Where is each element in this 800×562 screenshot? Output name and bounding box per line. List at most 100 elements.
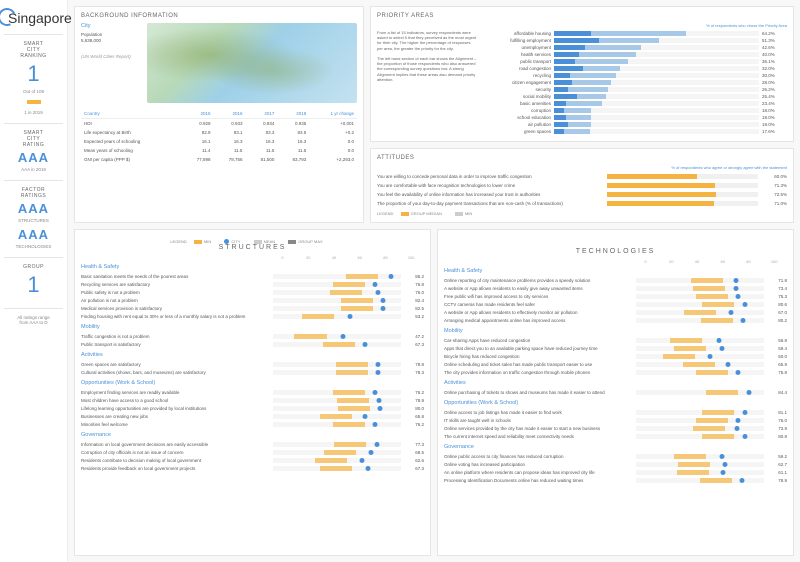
structures-scale: 020406080100 <box>81 255 424 260</box>
attitude-row: You are willing to concede personal data… <box>377 172 787 181</box>
metric-row: Online access to job listings has made i… <box>444 408 787 416</box>
metric-row: Medical services provision is satisfacto… <box>81 304 424 312</box>
priority-row: fulfilling employment 51.3% <box>483 37 787 44</box>
structures-value: AAA <box>4 201 63 216</box>
metric-row: An online platform where residents can p… <box>444 468 787 476</box>
priority-row: health services 40.0% <box>483 51 787 58</box>
attitudes-card: ATTITUDES % of respondents who agree or … <box>370 148 794 223</box>
technologies-body: Health & Safety Online reporting of city … <box>444 268 787 484</box>
category-title: Mobility <box>444 328 787 334</box>
priority-row: green spaces 17.6% <box>483 128 787 135</box>
metric-row: Most children have access to a good scho… <box>81 396 424 404</box>
metric-row: The current internet speed and reliabili… <box>444 432 787 440</box>
metric-row: Public transport is satisfactory 67.3 <box>81 340 424 348</box>
bg-source: (UN World Cities Report) <box>81 54 141 60</box>
metric-row: Free public wifi has improved access to … <box>444 292 787 300</box>
bg-title: BACKGROUND INFORMATION <box>81 13 357 19</box>
category-title: Governance <box>81 432 424 438</box>
priority-row: road congestion 32.0% <box>483 65 787 72</box>
ranking-of: Out of 109 <box>4 89 63 94</box>
attitudes-chart: You are willing to concede personal data… <box>377 172 787 208</box>
attitudes-title: ATTITUDES <box>377 155 787 161</box>
attitude-row: You feel the availability of online info… <box>377 190 787 199</box>
attitudes-legend: LEGEND GROUP MEDIAN MIN <box>377 211 787 216</box>
attitude-row: You are comfortable with face recognitio… <box>377 181 787 190</box>
priority-row: recycling 30.0% <box>483 72 787 79</box>
priority-row: unemployment 42.6% <box>483 44 787 51</box>
metric-row: CCTV cameras has made residents feel saf… <box>444 300 787 308</box>
priority-row: security 26.2% <box>483 86 787 93</box>
metric-row: Online scheduling and ticket sales has m… <box>444 360 787 368</box>
category-title: Mobility <box>81 324 424 330</box>
attitudes-subtitle: % of respondents who agree or strongly a… <box>377 165 787 170</box>
factor-label: FACTOR RATINGS <box>4 187 63 199</box>
priority-row: corruption 18.0% <box>483 107 787 114</box>
metric-row: Arranging medical appointments online ha… <box>444 316 787 324</box>
rating-label: SMART CITY RATING <box>4 130 63 148</box>
metric-row: Online purchasing of tickets to shows an… <box>444 388 787 396</box>
metric-row: Recycling services are satisfactory 76.8 <box>81 280 424 288</box>
category-title: Health & Safety <box>81 264 424 270</box>
metric-row: Public safety is not a problem 76.0 <box>81 288 424 296</box>
metric-row: Lifelong learning opportunities are prov… <box>81 404 424 412</box>
metric-row: Green spaces are satisfactory 78.8 <box>81 360 424 368</box>
technologies-title: TECHNOLOGIES <box>444 248 787 255</box>
metric-row: Traffic congestion is not a problem 47.2 <box>81 332 424 340</box>
group-block: GROUP 1 <box>4 257 63 300</box>
pop-value: 5,638,000 <box>81 38 141 44</box>
category-title: Opportunities (Work & School) <box>81 380 424 386</box>
metric-row: Businesses are creating new jobs 65.8 <box>81 412 424 420</box>
factor-block: FACTOR RATINGS AAA STRUCTURES AAA TECHNO… <box>4 180 63 249</box>
technologies-panel: TECHNOLOGIES 020406080100 Health & Safet… <box>437 229 794 556</box>
category-title: Governance <box>444 444 787 450</box>
priority-row: air pollution 18.0% <box>483 121 787 128</box>
metric-row: Apps that direct you to an available par… <box>444 344 787 352</box>
category-title: Activities <box>81 352 424 358</box>
metric-row: Online public access to city finances ha… <box>444 452 787 460</box>
metric-row: Cultural activities (shows, bars, and mu… <box>81 368 424 376</box>
priority-row: school education 18.0% <box>483 114 787 121</box>
tech-value: AAA <box>4 227 63 242</box>
metric-row: Online services provided by the city has… <box>444 424 787 432</box>
ranking-value: 1 <box>4 61 63 87</box>
ranking-tick <box>27 100 41 104</box>
group-label: GROUP <box>4 264 63 270</box>
metric-row: Online reporting of city maintenance pro… <box>444 276 787 284</box>
technologies-scale: 020406080100 <box>444 259 787 264</box>
metric-row: Finding housing with rent equal to 30% o… <box>81 312 424 320</box>
structures-body: Health & SafetyBasic sanitation meets th… <box>81 264 424 472</box>
priority-row: citizen engagement 28.0% <box>483 79 787 86</box>
structures-panel: LEGEND MIN CITY MEAN GROUP MAX STRUCTURE… <box>74 229 431 556</box>
priority-chart: affordable housing 64.2%fulfilling emplo… <box>483 30 787 135</box>
metric-row: Employment finding services are readily … <box>81 388 424 396</box>
tech-label: TECHNOLOGIES <box>4 244 63 249</box>
structures-label: STRUCTURES <box>4 218 63 223</box>
priority-title: PRIORITY AREAS <box>377 13 787 19</box>
priority-row: basic amenities 23.4% <box>483 100 787 107</box>
priority-row: public transport 36.1% <box>483 58 787 65</box>
metric-row: IT skills are taught well in schools 76.… <box>444 416 787 424</box>
metric-row: Bicycle hiring has reduced congestion 50… <box>444 352 787 360</box>
metric-row: A website or App allows residents to eas… <box>444 284 787 292</box>
structures-title: STRUCTURES <box>81 244 424 251</box>
footnote: All ratings range from AAA to D <box>4 308 63 325</box>
category-title: Activities <box>444 380 787 386</box>
metric-row: Car-sharing Apps have reduced congestion… <box>444 336 787 344</box>
category-title: Health & Safety <box>444 268 787 274</box>
bg-left: City Population 5,638,000 (UN World Citi… <box>81 23 141 103</box>
rating-block: SMART CITY RATING AAA AAA in 2019 <box>4 123 63 172</box>
category-title: Opportunities (Work & School) <box>444 400 787 406</box>
metric-row: Processing Identification Documents onli… <box>444 476 787 484</box>
background-card: BACKGROUND INFORMATION City Population 5… <box>74 6 364 223</box>
main: BACKGROUND INFORMATION City Population 5… <box>68 0 800 562</box>
city-heading: City <box>81 23 141 29</box>
rating-value: AAA <box>4 150 63 165</box>
group-value: 1 <box>4 272 63 298</box>
priority-subtitle: % of respondents who chose the Priority … <box>377 23 787 28</box>
priority-card: PRIORITY AREAS % of respondents who chos… <box>370 6 794 142</box>
metric-row: Air pollution is not a problem 82.4 <box>81 296 424 304</box>
country-table: Country20152016201720181 yr change HDI0.… <box>81 109 357 164</box>
metric-row: Corruption of city officials is not an i… <box>81 448 424 456</box>
bottom-panels: LEGEND MIN CITY MEAN GROUP MAX STRUCTURE… <box>74 229 794 556</box>
sidebar: Singapore SMART CITY RANKING 1 Out of 10… <box>0 0 68 562</box>
